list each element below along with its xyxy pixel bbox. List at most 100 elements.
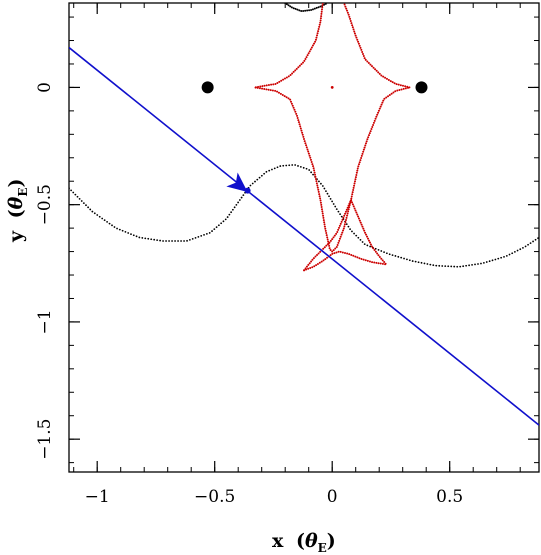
central-caustic-dot xyxy=(408,86,411,89)
secondary-caustic-dot xyxy=(357,215,360,218)
central-caustic-dot xyxy=(351,24,354,27)
secondary-caustic-dot xyxy=(336,230,339,233)
central-caustic-dot xyxy=(344,5,347,8)
image-track-curve-dot xyxy=(519,248,522,251)
image-track-curve-dot xyxy=(228,213,231,216)
image-track-curve-dot xyxy=(138,236,141,239)
central-caustic-dot xyxy=(394,90,397,93)
central-caustic-dot xyxy=(267,84,270,87)
plot-area xyxy=(69,3,539,426)
secondary-caustic-dot xyxy=(380,257,383,260)
central-caustic-dot xyxy=(346,212,349,215)
image-track-curve-dot xyxy=(69,187,70,190)
central-caustic-dot xyxy=(369,130,372,133)
image-track-curve-dot xyxy=(299,165,302,168)
image-track-curve-dot xyxy=(391,254,394,256)
secondary-caustic-dot xyxy=(319,250,322,253)
central-caustic-dot xyxy=(322,216,325,219)
central-caustic-dot xyxy=(342,227,345,230)
central-caustic-dot xyxy=(299,127,302,130)
image-track-top-arc-dot xyxy=(311,8,314,11)
image-track-curve-dot xyxy=(285,164,288,167)
image-track-curve-dot xyxy=(177,240,179,242)
central-caustic-dot xyxy=(358,163,361,166)
secondary-caustic-dot xyxy=(341,218,344,221)
secondary-caustic-dot xyxy=(364,231,367,234)
secondary-caustic-dot xyxy=(358,257,361,260)
central-caustic-dot xyxy=(323,225,326,228)
central-caustic-dot xyxy=(318,193,321,196)
central-caustic-dot xyxy=(320,203,323,206)
central-caustic-dot xyxy=(293,108,296,111)
image-track-curve-dot xyxy=(349,228,351,230)
central-caustic-dot xyxy=(301,131,304,134)
secondary-caustic-dot xyxy=(376,252,379,255)
secondary-caustic-dot xyxy=(346,206,349,209)
image-track-top-arc-dot xyxy=(298,9,301,12)
central-caustic-dot xyxy=(364,144,367,147)
image-track-curve-dot xyxy=(513,250,516,253)
image-track-curve-dot xyxy=(500,256,503,259)
image-track-curve-dot xyxy=(82,202,85,204)
image-track-curve-dot xyxy=(450,265,453,268)
central-caustic-dot xyxy=(276,90,279,93)
image-track-curve-dot xyxy=(485,261,488,263)
central-caustic-dot xyxy=(387,78,390,81)
central-caustic-dot xyxy=(304,58,307,61)
secondary-caustic-dot xyxy=(317,252,320,255)
central-caustic-dot xyxy=(265,84,268,87)
central-caustic-dot xyxy=(312,165,315,168)
secondary-caustic-dot xyxy=(366,259,369,262)
central-caustic-dot xyxy=(351,26,354,29)
image-track-curve-dot xyxy=(326,192,329,195)
secondary-caustic-dot xyxy=(365,233,368,236)
central-caustic-dot xyxy=(287,97,290,100)
central-caustic-dot xyxy=(392,91,395,94)
central-caustic-dot xyxy=(315,36,318,39)
central-caustic-dot xyxy=(295,112,298,115)
image-track-curve-dot xyxy=(254,180,256,183)
image-track-curve-dot xyxy=(335,208,338,211)
central-caustic-dot xyxy=(276,81,279,84)
central-caustic-dot xyxy=(378,72,381,75)
image-track-curve-dot xyxy=(331,200,334,203)
image-track-curve-dot xyxy=(310,171,313,174)
central-caustic-dot xyxy=(272,83,275,86)
secondary-caustic-dot xyxy=(368,260,371,263)
image-track-curve-dot xyxy=(183,240,185,242)
central-caustic-dot xyxy=(385,77,388,80)
secondary-caustic-dot xyxy=(360,223,363,226)
image-track-curve-dot xyxy=(308,169,311,171)
image-track-curve-dot xyxy=(249,184,252,187)
central-caustic-dot xyxy=(289,74,292,77)
secondary-caustic-dot xyxy=(351,203,354,206)
central-caustic-dot xyxy=(295,67,298,70)
y-axis-label-sub: E xyxy=(16,187,30,196)
image-track-curve-dot xyxy=(144,237,147,240)
image-track-top-arc-dot xyxy=(302,10,305,13)
secondary-caustic-dot xyxy=(305,265,308,268)
secondary-caustic-dot xyxy=(337,250,340,253)
image-track-curve-dot xyxy=(537,237,539,240)
secondary-caustic-dot xyxy=(324,258,327,261)
central-caustic-dot xyxy=(357,165,360,168)
central-caustic-dot xyxy=(277,91,280,94)
central-caustic-dot xyxy=(283,95,286,98)
secondary-caustic-dot xyxy=(341,251,344,254)
central-caustic-dot xyxy=(316,184,319,187)
central-caustic-dot xyxy=(256,86,259,89)
image-track-curve-dot xyxy=(240,196,243,199)
central-caustic-dot xyxy=(324,229,327,232)
secondary-caustic-dot xyxy=(335,251,338,254)
image-track-curve xyxy=(69,164,539,268)
secondary-caustic-dot xyxy=(339,222,342,225)
central-caustic-dot xyxy=(371,125,374,128)
image-track-top-arc-dot xyxy=(317,6,320,9)
image-track-curve-dot xyxy=(388,253,391,256)
central-caustic-dot xyxy=(319,201,322,204)
image-track-curve-dot xyxy=(323,187,326,190)
central-caustic-dot xyxy=(320,8,323,11)
image-track-top-arc-dot xyxy=(284,3,287,4)
secondary-caustic-dot xyxy=(348,253,351,256)
image-track-curve-dot xyxy=(118,228,121,231)
